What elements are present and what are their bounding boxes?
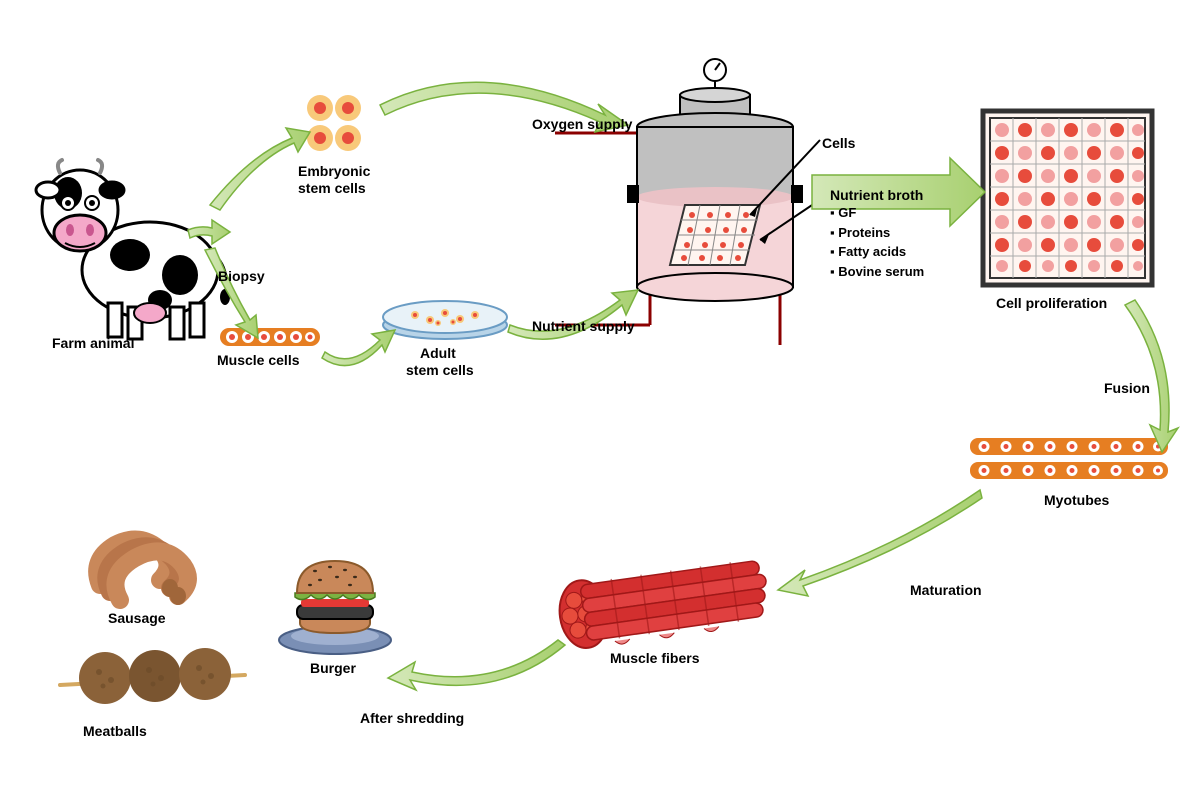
nutrient-item: Bovine serum <box>830 262 924 282</box>
adult-stem-label-2: stem cells <box>406 362 474 378</box>
nutrient-item: Proteins <box>830 223 924 243</box>
nutrient-item: Fatty acids <box>830 242 924 262</box>
biopsy-label: Biopsy <box>218 268 265 284</box>
nutrient-broth-list: GF Proteins Fatty acids Bovine serum <box>830 203 924 281</box>
fusion-label: Fusion <box>1104 380 1150 396</box>
maturation-label: Maturation <box>910 582 982 598</box>
farm-animal-label: Farm animal <box>52 335 134 351</box>
oxygen-supply-label: Oxygen supply <box>532 116 632 132</box>
muscle-cells-label: Muscle cells <box>217 352 300 368</box>
embryonic-label-1: Embryonic <box>298 163 370 179</box>
adult-stem-label-1: Adult <box>420 345 456 361</box>
embryonic-label-2: stem cells <box>298 180 366 196</box>
cells-label: Cells <box>822 135 855 151</box>
meatballs-label: Meatballs <box>83 723 147 739</box>
nutrient-item: GF <box>830 203 924 223</box>
myotubes-label: Myotubes <box>1044 492 1109 508</box>
sausage-label: Sausage <box>108 610 166 626</box>
nutrient-supply-label: Nutrient supply <box>532 318 635 334</box>
burger-label: Burger <box>310 660 356 676</box>
cell-proliferation-label: Cell proliferation <box>996 295 1107 311</box>
nutrient-broth-label: Nutrient broth <box>830 187 923 203</box>
muscle-fibers-label: Muscle fibers <box>610 650 699 666</box>
after-shredding-label: After shredding <box>360 710 464 726</box>
